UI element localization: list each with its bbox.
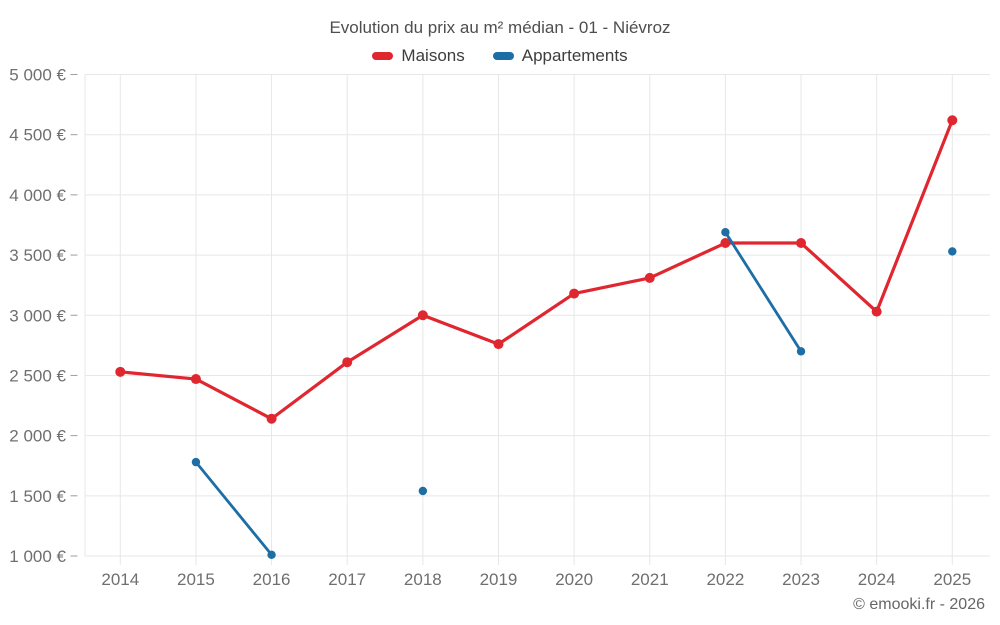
y-axis-label: 3 500 € — [9, 246, 66, 265]
appartements-series-swatch-icon — [492, 52, 514, 60]
data-point-maisons-2015[interactable] — [190, 374, 201, 385]
x-axis-label: 2014 — [101, 570, 139, 589]
x-axis-label: 2017 — [328, 570, 366, 589]
y-axis-label: 3 000 € — [9, 306, 66, 325]
series-line-appartements — [194, 460, 273, 557]
data-point-maisons-2016[interactable] — [266, 413, 277, 424]
data-point-appartements-2025[interactable] — [948, 247, 957, 256]
data-point-appartements-2016[interactable] — [267, 550, 276, 559]
x-axis-label: 2021 — [631, 570, 669, 589]
data-point-maisons-2024[interactable] — [871, 306, 882, 317]
series-line-maisons — [648, 241, 727, 280]
series-line-maisons — [194, 377, 274, 421]
x-axis-label: 2024 — [858, 570, 896, 589]
series-line-maisons — [799, 241, 879, 314]
y-axis-label: 1 000 € — [9, 547, 66, 566]
data-point-maisons-2021[interactable] — [644, 272, 655, 283]
series-line-maisons — [118, 370, 198, 381]
x-axis-label: 2025 — [933, 570, 971, 589]
data-point-maisons-2017[interactable] — [342, 357, 353, 368]
y-axis-label: 5 000 € — [9, 66, 66, 85]
legend-item-appartements[interactable]: Appartements — [492, 46, 628, 66]
chart-legend: Maisons Appartements — [0, 46, 1000, 66]
y-axis-label: 4 000 € — [9, 186, 66, 205]
y-axis-label: 2 500 € — [9, 366, 66, 385]
series-line-maisons — [421, 313, 501, 346]
data-point-appartements-2018[interactable] — [418, 486, 428, 496]
data-point-appartements-2015[interactable] — [191, 457, 201, 467]
series-line-maisons — [496, 291, 576, 346]
x-axis-label: 2016 — [253, 570, 291, 589]
legend-label-appartements: Appartements — [521, 46, 628, 65]
x-axis-label: 2020 — [555, 570, 593, 589]
maisons-series-swatch-icon — [372, 52, 394, 60]
data-point-appartements-2023[interactable] — [796, 347, 806, 356]
y-axis-label: 4 500 € — [9, 126, 66, 145]
data-point-maisons-2025[interactable] — [947, 115, 958, 126]
data-point-appartements-2022[interactable] — [721, 227, 730, 237]
series-line-maisons — [875, 118, 954, 314]
x-axis-label: 2022 — [706, 570, 744, 589]
y-axis-label: 1 500 € — [9, 487, 66, 506]
x-axis-label: 2018 — [404, 570, 442, 589]
data-point-maisons-2023[interactable] — [796, 238, 807, 249]
y-axis-label: 2 000 € — [9, 427, 66, 446]
x-axis-label: 2019 — [480, 570, 518, 589]
chart-title: Evolution du prix au m² médian - 01 - Ni… — [329, 18, 671, 37]
data-point-maisons-2022[interactable] — [720, 238, 731, 249]
data-point-maisons-2019[interactable] — [493, 339, 504, 350]
x-axis-label: 2023 — [782, 570, 820, 589]
data-point-maisons-2014[interactable] — [115, 366, 126, 377]
series-line-maisons — [269, 360, 349, 421]
x-axis-label: 2015 — [177, 570, 215, 589]
series-line-appartements — [723, 230, 803, 353]
series-line-maisons — [572, 276, 652, 296]
copyright: © emooki.fr - 2026 — [853, 596, 985, 613]
data-point-maisons-2018[interactable] — [417, 310, 428, 321]
data-point-maisons-2020[interactable] — [569, 288, 580, 299]
legend-label-maisons: Maisons — [401, 46, 465, 65]
legend-item-maisons[interactable]: Maisons — [372, 46, 465, 66]
series-line-maisons — [345, 313, 425, 364]
